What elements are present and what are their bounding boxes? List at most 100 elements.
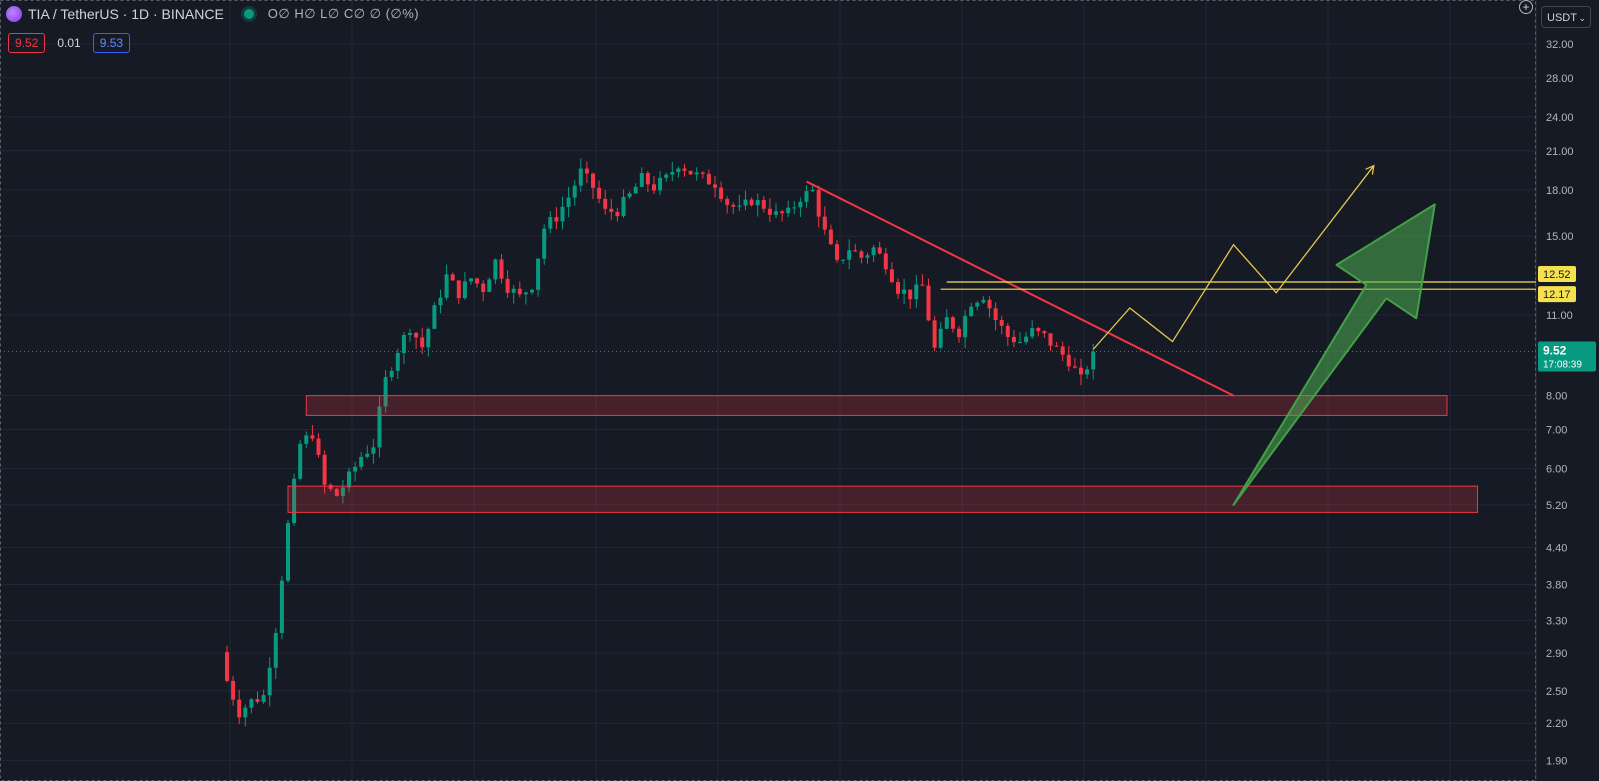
y-tick-label: 18.00	[1546, 185, 1574, 197]
candle-body	[261, 695, 266, 702]
candle-body	[652, 184, 656, 191]
candle-body	[389, 370, 394, 378]
candle-body	[554, 217, 559, 222]
candle-body	[670, 172, 675, 175]
candle-body	[279, 580, 284, 633]
candle-body	[981, 299, 986, 303]
candle-body	[292, 478, 297, 524]
candle-body	[749, 199, 754, 206]
candle-body	[786, 207, 791, 214]
candle-body	[627, 193, 632, 197]
candle-body	[597, 187, 602, 199]
candle-body	[969, 306, 974, 317]
currency-selector[interactable]: USDT ⌄	[1541, 6, 1591, 28]
candle-body	[438, 297, 443, 306]
candle-body	[255, 699, 260, 702]
spread-value: 0.01	[57, 36, 81, 50]
quote-panel: 9.52 0.01 9.53	[8, 33, 131, 53]
candle-body	[804, 191, 809, 202]
candle-body	[676, 168, 681, 173]
candle-body	[1054, 345, 1059, 347]
candle-body	[853, 250, 858, 252]
candle-body	[365, 453, 370, 457]
market-status-icon[interactable]	[243, 9, 254, 19]
candle-body	[633, 186, 638, 194]
support-zone	[305, 395, 1448, 416]
candle-body	[1005, 325, 1010, 337]
candle-body	[755, 200, 760, 206]
projection-path	[1092, 165, 1375, 350]
candle-body	[505, 278, 510, 293]
y-tick-label: 15.00	[1546, 231, 1574, 243]
candle-body	[896, 282, 900, 294]
candle-body	[816, 189, 821, 217]
candle-countdown: 17:08:39	[1543, 359, 1582, 370]
ohlc-values: O∅ H∅ L∅ C∅ ∅ (∅%)	[267, 6, 420, 21]
currency-label: USDT	[1547, 12, 1577, 24]
candle-body	[231, 680, 236, 700]
y-tick-label: 7.00	[1546, 425, 1567, 437]
y-tick-label: 32.00	[1546, 39, 1574, 51]
candle-body	[1036, 327, 1041, 332]
candle-body	[639, 173, 644, 187]
candle-body	[578, 168, 583, 186]
sell-price-button[interactable]: 9.52	[8, 33, 46, 53]
candle-body	[1085, 369, 1090, 375]
candle-body	[542, 228, 547, 259]
candle-body	[560, 206, 565, 222]
candle-body	[523, 292, 528, 295]
candle-body	[731, 204, 736, 207]
candle-body	[340, 487, 345, 496]
candle-body	[487, 279, 492, 293]
candle-body	[810, 189, 815, 192]
candle-body	[963, 316, 968, 338]
candle-body	[353, 466, 358, 472]
candle-body	[713, 184, 717, 188]
candle-body	[926, 285, 931, 321]
candle-body	[401, 335, 406, 354]
candle-body	[371, 447, 376, 454]
candle-body	[847, 250, 852, 260]
y-tick-label: 2.90	[1546, 648, 1567, 660]
candle-body	[688, 170, 693, 175]
candle-body	[499, 259, 504, 279]
candle-body	[298, 443, 303, 479]
candle-body	[859, 251, 864, 258]
support-zone	[287, 485, 1478, 513]
y-tick-label: 8.00	[1546, 391, 1567, 403]
candle-body	[414, 332, 419, 338]
bullish-arrow	[1232, 203, 1436, 506]
y-tick-label: 3.30	[1546, 615, 1567, 627]
level-price-label: 12.52	[1543, 269, 1571, 281]
candle-body	[334, 488, 339, 496]
candle-body	[1018, 342, 1022, 344]
candle-body	[944, 317, 949, 329]
buy-price-button[interactable]: 9.53	[92, 33, 131, 53]
candle-body	[395, 353, 400, 371]
candle-body	[694, 172, 699, 175]
candle-body	[377, 406, 382, 448]
candle-body	[432, 305, 437, 329]
symbol-header: TIA / TetherUS · 1D · BINANCE O∅ H∅ L∅ C…	[6, 6, 419, 22]
candle-body	[469, 278, 473, 282]
y-tick-label: 1.90	[1546, 755, 1567, 767]
last-price-badge	[1538, 341, 1596, 372]
y-tick-label: 6.00	[1546, 464, 1567, 476]
candle-body	[615, 211, 620, 217]
add-icon[interactable]: +	[1519, 0, 1533, 14]
candle-body	[1048, 333, 1053, 346]
candle-body	[1079, 367, 1083, 375]
candle-body	[743, 199, 748, 206]
candle-body	[908, 289, 913, 300]
candle-body	[322, 454, 327, 485]
candle-body	[841, 259, 846, 261]
symbol-title[interactable]: TIA / TetherUS · 1D · BINANCE	[28, 6, 224, 22]
candle-body	[584, 168, 589, 174]
candle-body	[889, 269, 894, 283]
candle-body	[828, 229, 833, 245]
candle-body	[359, 456, 364, 467]
candle-body	[444, 274, 449, 298]
candle-body	[658, 177, 663, 191]
candle-body	[767, 208, 772, 215]
